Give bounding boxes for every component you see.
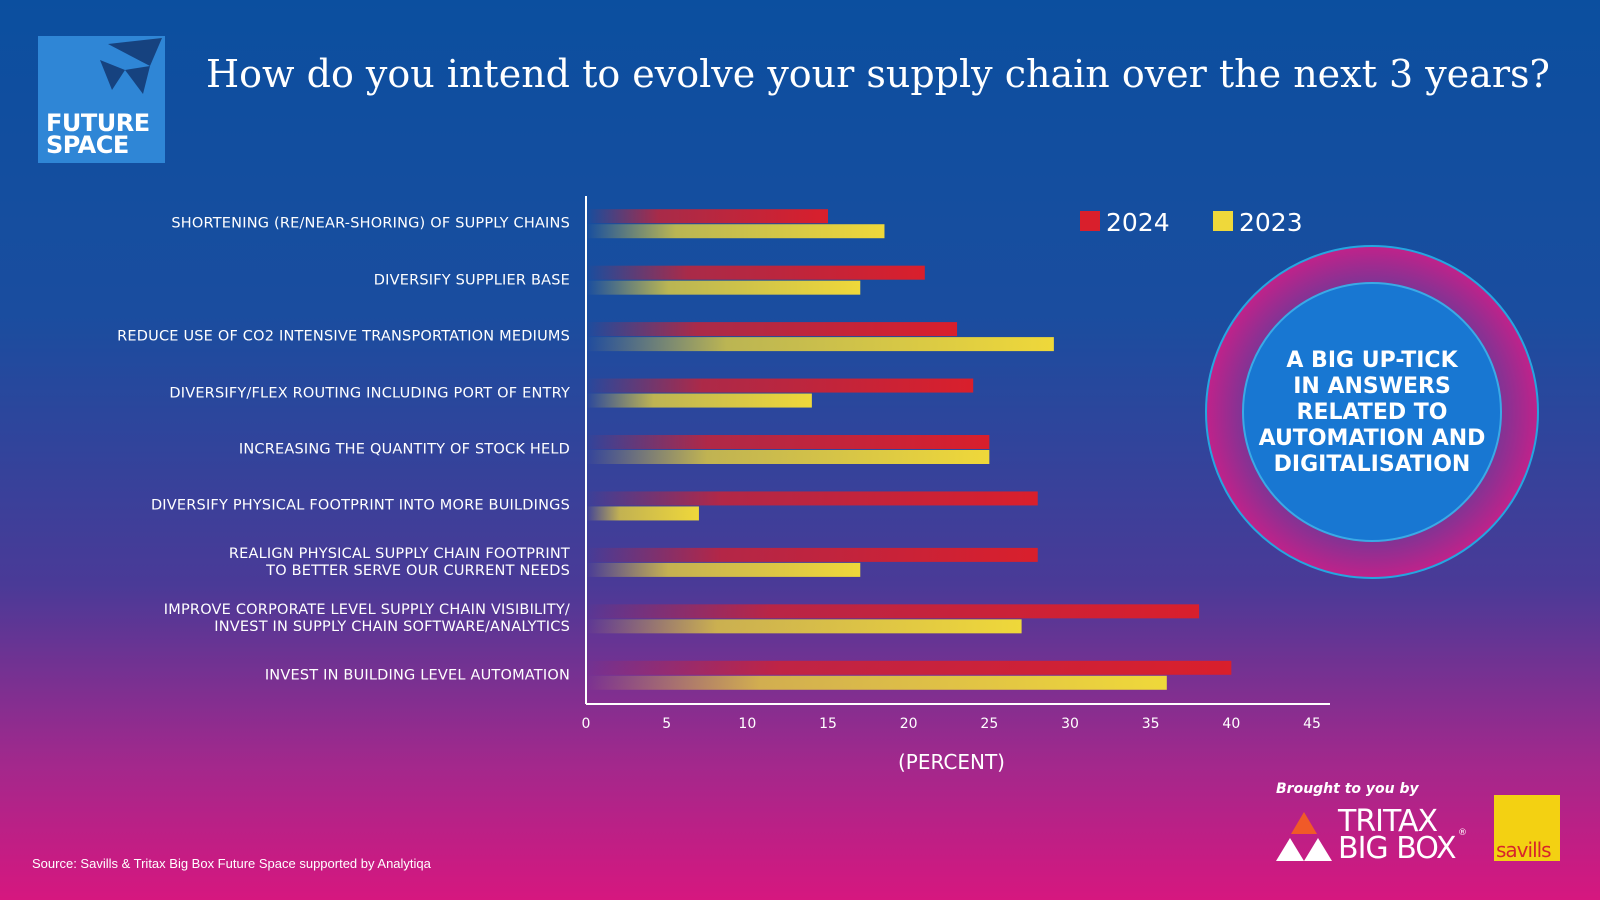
legend-label: 2023	[1239, 208, 1303, 237]
bar	[586, 280, 861, 295]
bar	[586, 547, 1038, 562]
logo-text: FUTURE	[46, 109, 150, 137]
legend-label: 2024	[1106, 208, 1170, 237]
x-tick-label: 25	[980, 716, 999, 732]
y-tick-label: DIVERSIFY SUPPLIER BASE	[373, 272, 570, 289]
bar	[586, 393, 812, 408]
bar	[586, 224, 885, 239]
x-tick-label: 0	[581, 716, 591, 732]
legend-swatch	[1080, 211, 1100, 231]
brand-text: BIG BOX	[1338, 831, 1457, 866]
bar	[586, 209, 828, 224]
brand-text: TRITAX	[1338, 804, 1438, 839]
bar	[586, 604, 1200, 619]
bar	[586, 562, 861, 577]
brand-shape	[1304, 838, 1332, 861]
logo-shape	[108, 38, 162, 66]
callout-circle	[1242, 282, 1502, 542]
y-tick-label: INCREASING THE QUANTITY OF STOCK HELD	[238, 441, 570, 458]
callout-text: DIGITALISATION	[1273, 452, 1471, 477]
chart-title: How do you intend to evolve your supply …	[206, 52, 1550, 96]
logo-shape	[125, 66, 150, 94]
callout-text: A BIG UP-TICK	[1286, 348, 1458, 373]
bar	[586, 675, 1167, 690]
y-tick-label: REALIGN PHYSICAL SUPPLY CHAIN FOOTPRINT …	[228, 545, 570, 579]
x-tick-label: 30	[1061, 716, 1079, 732]
x-tick-label: 20	[899, 716, 918, 732]
x-tick-label: 40	[1222, 716, 1241, 732]
bar	[586, 265, 925, 280]
brand-shape	[1291, 812, 1317, 834]
bar	[586, 491, 1038, 506]
bar	[586, 506, 699, 521]
y-tick-label: DIVERSIFY/FLEX ROUTING INCLUDING PORT OF…	[169, 385, 570, 402]
x-axis-label: (PERCENT)	[898, 750, 1005, 774]
bar	[586, 619, 1022, 634]
x-tick-label: 45	[1303, 716, 1321, 732]
source: Source: Savills & Tritax Big Box Future …	[32, 856, 431, 871]
bar	[586, 660, 1232, 675]
y-tick-label: REDUCE USE OF CO2 INTENSIVE TRANSPORTATI…	[117, 328, 570, 345]
x-tick-label: 15	[819, 716, 837, 732]
callout-text: IN ANSWERS	[1293, 374, 1451, 399]
y-tick-label: SHORTENING (RE/NEAR-SHORING) OF SUPPLY C…	[171, 215, 570, 232]
brand-mark: ®	[1458, 828, 1467, 838]
y-tick-label: INVEST IN BUILDING LEVEL AUTOMATION	[264, 667, 570, 684]
legend-swatch	[1213, 211, 1233, 231]
bar	[586, 322, 958, 337]
y-tick-label: IMPROVE CORPORATE LEVEL SUPPLY CHAIN VIS…	[163, 602, 570, 636]
bar	[586, 435, 990, 449]
brand-shape	[1276, 838, 1304, 861]
partner-box	[1494, 795, 1560, 861]
y-tick-label: DIVERSIFY PHYSICAL FOOTPRINT INTO MORE B…	[150, 497, 570, 514]
sponsor-intro: Brought to you by	[1276, 781, 1419, 797]
logo-text: SPACE	[46, 131, 129, 159]
callout-text: AUTOMATION AND	[1258, 426, 1486, 451]
logo-shape	[100, 60, 125, 90]
partner-text: savills	[1496, 838, 1552, 862]
x-tick-label: 5	[662, 716, 672, 732]
bar	[586, 378, 974, 393]
x-tick-label: 10	[738, 716, 757, 732]
callout-text: RELATED TO	[1296, 400, 1448, 425]
bar	[586, 337, 1054, 352]
bar	[586, 450, 990, 464]
x-tick-label: 35	[1141, 716, 1160, 732]
